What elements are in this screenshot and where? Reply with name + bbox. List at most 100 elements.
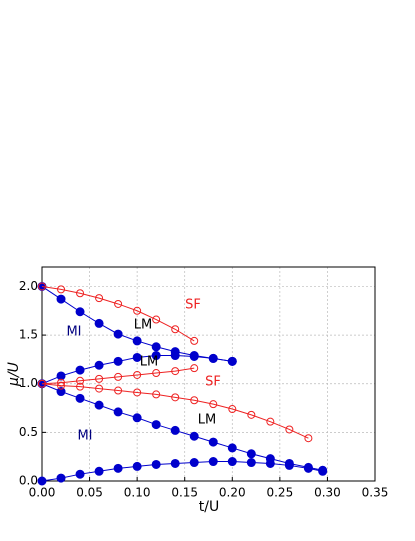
data-point: [228, 405, 237, 414]
data-point: [209, 400, 218, 409]
data-point: [285, 425, 294, 434]
y-tick-label: 2.0: [19, 279, 38, 293]
series-line: [41, 285, 195, 342]
data-point: [95, 374, 104, 383]
annotation: MI: [66, 325, 81, 340]
series-line: [41, 383, 323, 471]
data-point: [132, 413, 142, 423]
data-point: [94, 466, 104, 476]
x-tick-label: 0.30: [314, 486, 341, 500]
data-point: [76, 289, 85, 298]
data-point: [151, 342, 161, 352]
series-line: [41, 367, 195, 385]
data-point: [190, 364, 199, 373]
data-point: [284, 460, 294, 470]
data-point: [113, 329, 123, 339]
data-point: [247, 410, 256, 419]
data-point: [113, 407, 123, 417]
data-point: [304, 434, 313, 443]
data-point: [171, 325, 180, 334]
data-point: [189, 351, 199, 361]
x-tick-label: 0.35: [362, 486, 389, 500]
annotation: LM: [140, 355, 158, 370]
data-point: [189, 458, 199, 468]
data-point: [56, 387, 66, 397]
data-point: [208, 353, 218, 363]
data-point: [227, 356, 237, 366]
data-point: [151, 351, 161, 361]
data-point: [56, 473, 66, 483]
plot-frame: [41, 266, 376, 482]
data-point: [132, 336, 142, 346]
data-point: [37, 476, 47, 486]
data-point: [57, 381, 66, 390]
data-point: [57, 378, 66, 387]
data-point: [208, 437, 218, 447]
data-point: [133, 370, 142, 379]
data-point: [171, 367, 180, 376]
data-point: [95, 384, 104, 393]
y-axis-label: μ/U: [6, 362, 22, 387]
data-point: [56, 371, 66, 381]
data-point: [75, 469, 85, 479]
data-point: [170, 425, 180, 435]
data-point: [94, 360, 104, 370]
data-point: [75, 393, 85, 403]
data-point: [246, 458, 256, 468]
data-point: [208, 457, 218, 467]
x-tick-label: 0.20: [219, 486, 246, 500]
data-point: [76, 382, 85, 391]
data-point: [133, 388, 142, 397]
data-point: [133, 306, 142, 315]
x-tick-label: 0.10: [124, 486, 151, 500]
annotation: LM: [134, 318, 152, 333]
data-point: [151, 459, 161, 469]
data-point: [114, 386, 123, 395]
x-axis-label: t/U: [199, 499, 219, 515]
data-point: [56, 294, 66, 304]
data-point: [75, 307, 85, 317]
data-point: [303, 463, 313, 473]
data-point: [75, 365, 85, 375]
data-point: [152, 315, 161, 324]
data-point: [189, 431, 199, 441]
data-point: [38, 379, 46, 388]
data-point: [132, 352, 142, 362]
series-line: [41, 383, 309, 439]
data-point: [152, 390, 161, 399]
x-tick-label: 0.25: [266, 486, 293, 500]
data-point: [57, 285, 66, 294]
data-point: [170, 458, 180, 468]
data-point: [95, 294, 104, 303]
y-tick-label: 0.5: [19, 425, 38, 439]
data-point: [114, 299, 123, 308]
data-point: [170, 351, 180, 361]
annotation: SF: [185, 298, 201, 313]
data-point: [266, 417, 275, 426]
series-line: [41, 461, 323, 482]
data-point: [114, 372, 123, 381]
data-point: [246, 449, 256, 459]
y-tick-label: 1.0: [19, 376, 38, 390]
data-point: [152, 369, 161, 378]
annotation: LM: [198, 413, 216, 428]
data-point: [171, 393, 180, 402]
data-point: [227, 457, 237, 467]
data-point: [132, 461, 142, 471]
data-point: [94, 400, 104, 410]
data-point: [94, 318, 104, 328]
x-tick-label: 0.00: [29, 486, 56, 500]
data-point: [38, 282, 46, 291]
data-point: [113, 463, 123, 473]
data-point: [190, 336, 199, 345]
data-point: [190, 396, 199, 405]
data-point: [151, 420, 161, 430]
data-point: [113, 356, 123, 366]
annotation: MI: [77, 429, 92, 444]
data-point: [265, 458, 275, 468]
y-tick-label: 1.5: [19, 328, 38, 342]
data-point: [76, 376, 85, 385]
data-point: [227, 443, 237, 453]
y-tick-label: 0.0: [19, 474, 38, 488]
